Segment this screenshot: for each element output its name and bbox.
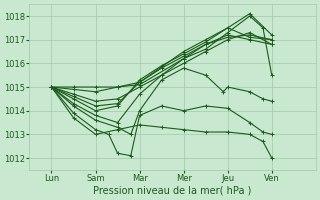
X-axis label: Pression niveau de la mer( hPa ): Pression niveau de la mer( hPa ) [93, 186, 252, 196]
